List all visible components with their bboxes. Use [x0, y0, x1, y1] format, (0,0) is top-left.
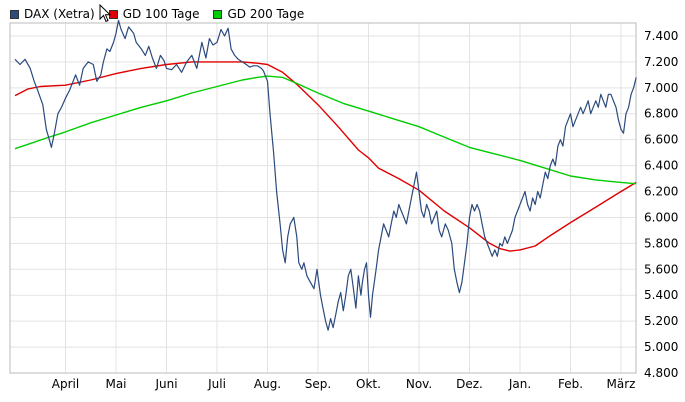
x-tick-label: Jan.	[508, 377, 531, 391]
plot-area	[9, 22, 637, 374]
legend-label-dax: DAX (Xetra)	[24, 7, 95, 21]
series-line-gd100	[14, 61, 637, 252]
horizontal-gridlines	[10, 35, 636, 374]
x-tick-label: Okt.	[356, 377, 381, 391]
x-tick-label: Sep.	[305, 377, 331, 391]
y-tick-label: 6.200	[644, 185, 678, 199]
x-tick-label: April	[52, 377, 79, 391]
x-tick-label: Dez.	[456, 377, 483, 391]
x-tick-label: Nov.	[406, 377, 432, 391]
vertical-gridlines	[65, 23, 622, 373]
legend-swatch-dax	[10, 9, 19, 19]
mouse-pointer-icon	[99, 4, 112, 23]
x-tick-label: März	[607, 377, 636, 391]
y-tick-label: 6.600	[644, 133, 678, 147]
y-tick-label: 6.400	[644, 159, 678, 173]
series-layer	[14, 19, 637, 331]
series-line-dax	[14, 19, 637, 331]
y-tick-label: 6.800	[644, 107, 678, 121]
legend-item-gd100[interactable]: GD 100 Tage	[108, 7, 200, 21]
y-tick-label: 5.000	[644, 340, 678, 354]
legend-item-dax[interactable]: DAX (Xetra)	[10, 7, 95, 21]
y-tick-label: 7.400	[644, 29, 678, 43]
y-tick-label: 4.800	[644, 366, 678, 380]
x-axis: April Mai Juni Juli Aug. Sep. Okt. Nov. Dez. Jan.…	[52, 377, 636, 391]
y-tick-label: 5.800	[644, 236, 678, 250]
series-line-gd200	[14, 75, 637, 185]
y-tick-label: 5.400	[644, 288, 678, 302]
x-tick-label: Mai	[105, 377, 126, 391]
y-axis: 7.400 7.200 7.000 6.800 6.600 6.400 6.200 6.000…	[644, 29, 678, 380]
y-tick-label: 6.000	[644, 210, 678, 224]
x-tick-label: Feb.	[558, 377, 583, 391]
legend-item-gd200[interactable]: GD 200 Tage	[213, 7, 304, 21]
legend-label-gd100: GD 100 Tage	[122, 7, 200, 21]
x-tick-label: Juni	[154, 377, 177, 391]
y-tick-label: 7.200	[644, 55, 678, 69]
x-tick-label: Juli	[207, 377, 226, 391]
legend: DAX (Xetra) GD 100 Tage GD 200 Tage	[10, 5, 318, 23]
y-tick-label: 7.000	[644, 81, 678, 95]
y-tick-label: 5.200	[644, 314, 678, 328]
x-tick-label: Aug.	[254, 377, 281, 391]
y-tick-label: 5.600	[644, 262, 678, 276]
legend-swatch-gd200	[213, 9, 223, 19]
legend-label-gd200: GD 200 Tage	[227, 7, 305, 21]
